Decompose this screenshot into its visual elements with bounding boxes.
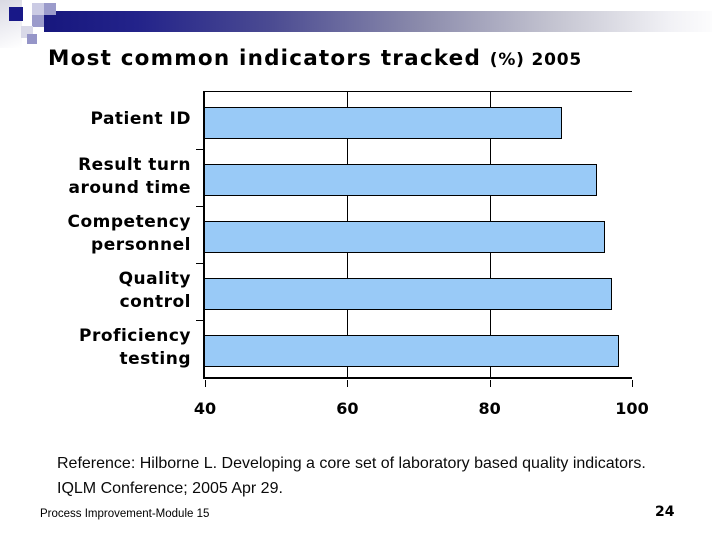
page-number: 24 [655, 504, 675, 520]
footer-text: Process Improvement-Module 15 [40, 508, 210, 520]
medium-lavender-square [44, 3, 56, 15]
category-label-patient-id: Patient ID [90, 109, 191, 130]
light-lavender-square [32, 3, 44, 15]
x-tick-label-80: 80 [478, 399, 501, 418]
category-label-proficiency-testing: Proficiency testing [79, 325, 191, 369]
y-axis-tick [196, 206, 203, 207]
y-axis-tick [196, 149, 203, 150]
bar-patient-id [205, 107, 562, 139]
bar-competency-personnel [205, 221, 605, 253]
chart-row [205, 92, 632, 149]
x-axis-tick [205, 380, 206, 387]
title-main: Most common indicators tracked [48, 46, 482, 71]
x-axis-tick [347, 380, 349, 387]
chart-row [205, 206, 632, 263]
category-label-competency-personnel: Competency personnel [67, 211, 191, 255]
plot-area [196, 91, 633, 387]
category-label-quality-control: Quality control [118, 268, 191, 312]
header-gradient-bar [44, 11, 712, 32]
y-axis-tick [196, 263, 203, 264]
bar-quality-control [205, 278, 612, 310]
page-title: Most common indicators tracked (%) 2005 [48, 46, 582, 71]
bar-proficiency-testing [205, 335, 619, 367]
x-axis-tick [632, 380, 633, 387]
medium-lavender-square [27, 34, 37, 44]
category-label-result-turn-around-time: Result turn around time [68, 154, 191, 198]
chart-row [205, 320, 632, 377]
x-tick-label-60: 60 [336, 399, 359, 418]
x-axis-tick [489, 380, 491, 387]
category-labels: Patient ID Result turn around time Compete… [48, 91, 198, 376]
reference-text: Reference: Hilborne L. Developing a core… [57, 455, 646, 497]
chart-row [205, 149, 632, 206]
x-tick-label-40: 40 [193, 399, 217, 418]
title-suffix: (%) 2005 [489, 50, 582, 70]
bar-result-turn-around-time [205, 164, 598, 196]
navy-square [9, 7, 23, 21]
x-tick-label-100: 100 [615, 399, 649, 418]
x-axis-labels: 40 60 80 100 [194, 399, 649, 421]
chart-row [205, 263, 632, 320]
medium-lavender-square [32, 15, 44, 27]
y-axis-tick [196, 320, 203, 321]
